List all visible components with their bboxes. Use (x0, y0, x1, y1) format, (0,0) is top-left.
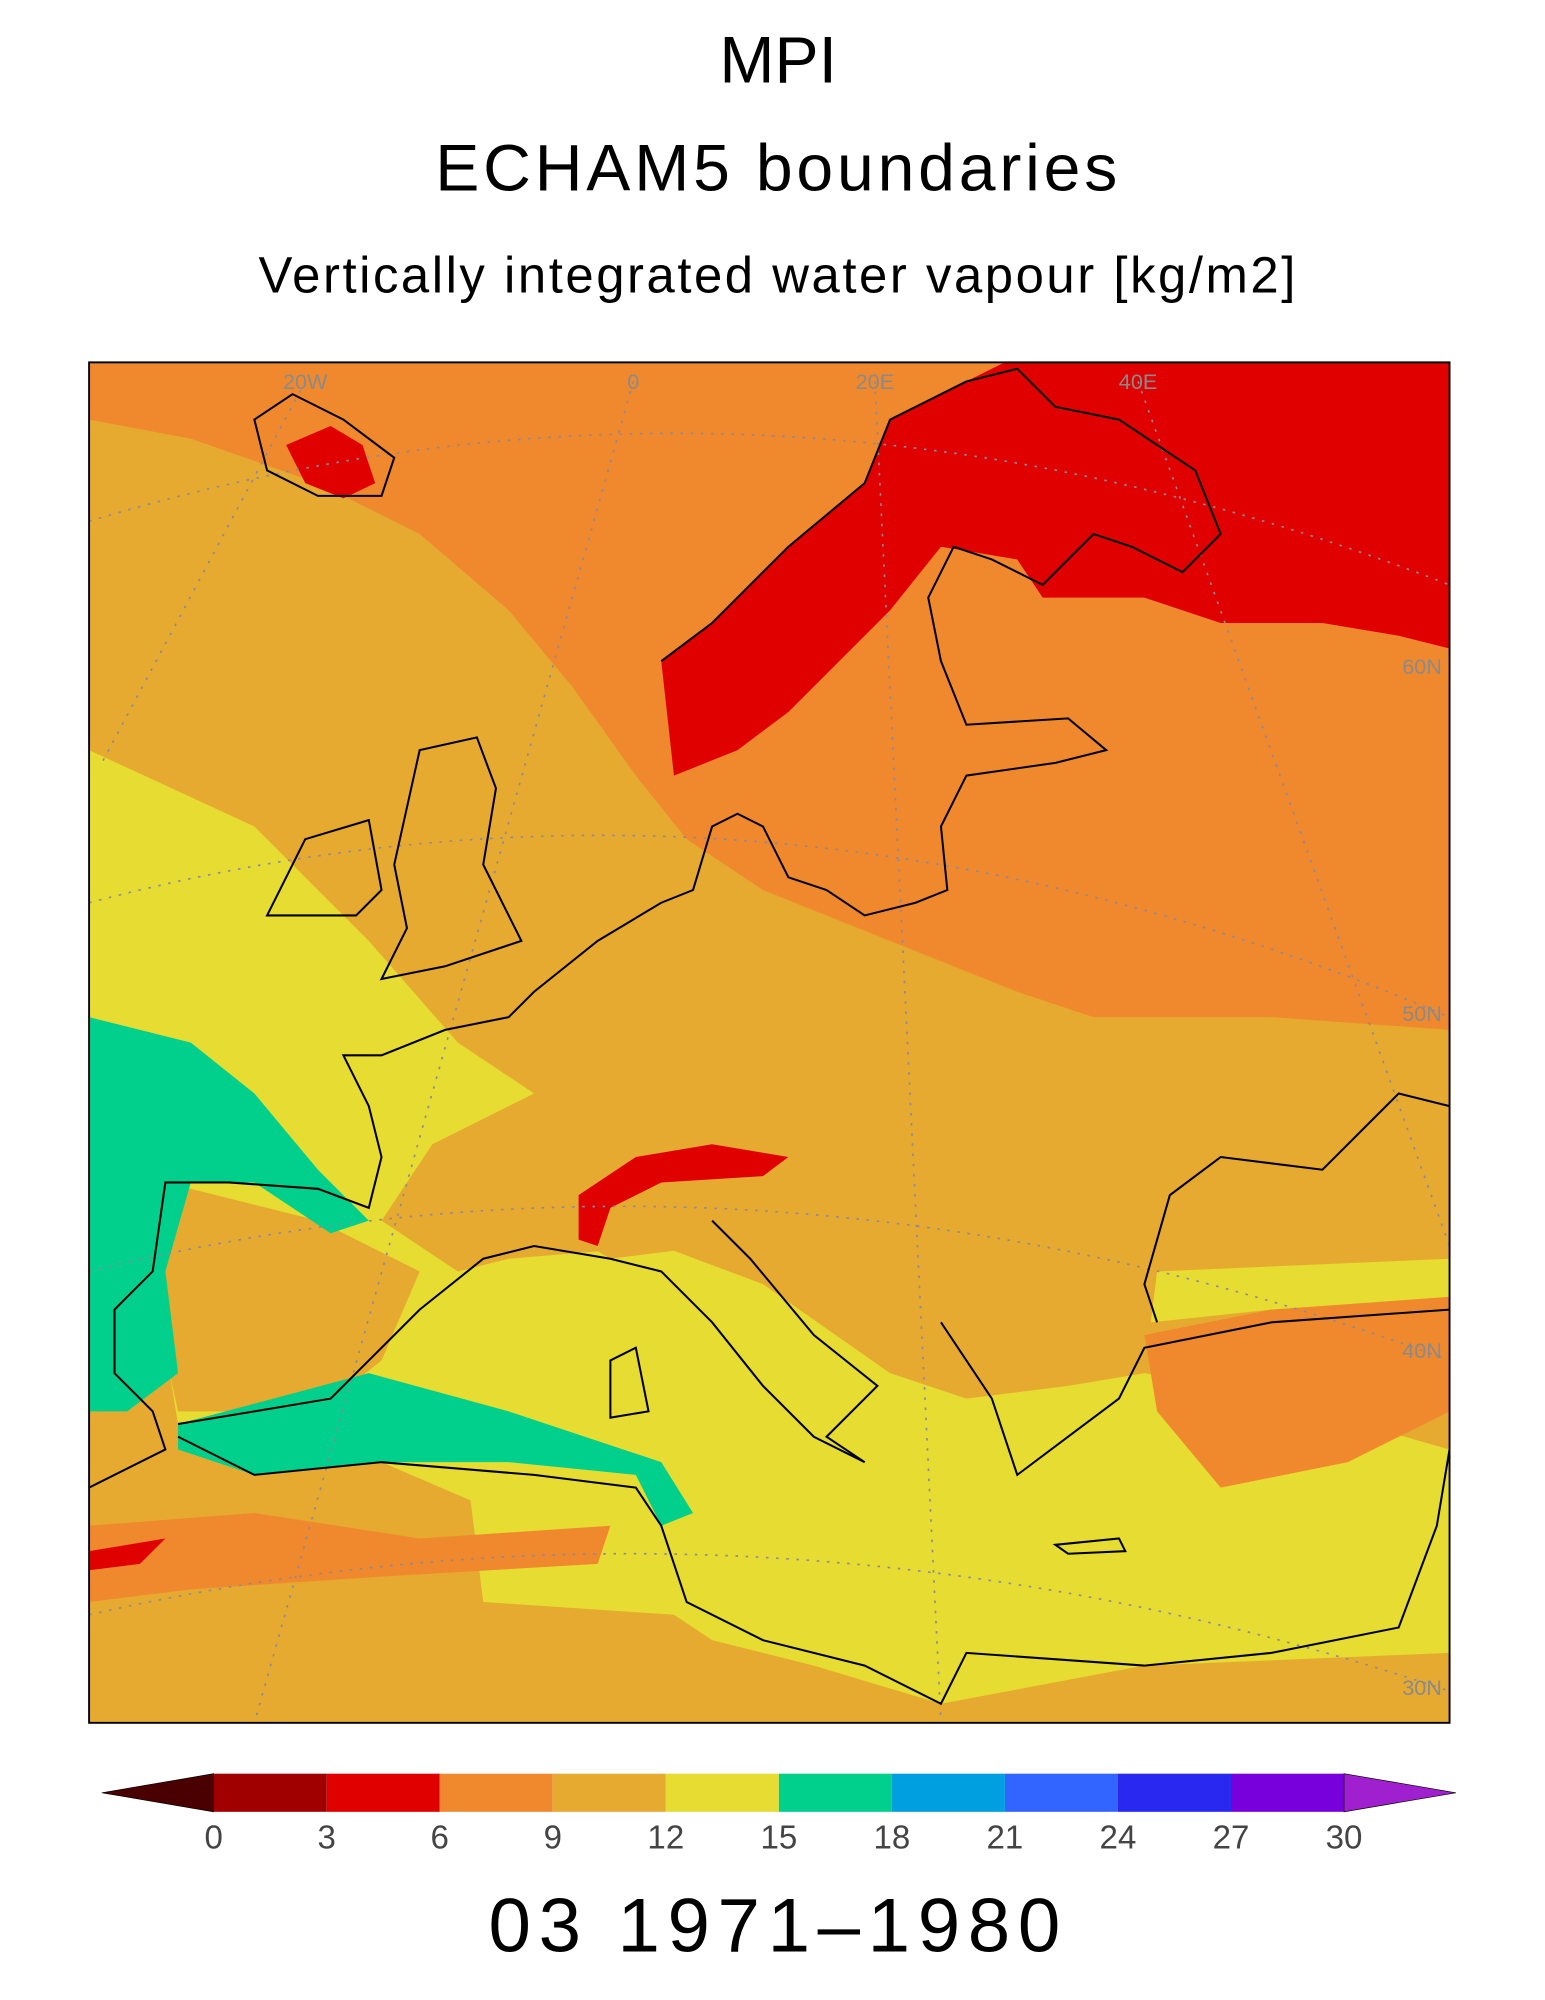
field-3-6 (286, 425, 376, 499)
field-12-15 (1150, 1258, 1450, 1323)
field-6-9 (89, 1513, 611, 1603)
colorbar-box (1117, 1773, 1231, 1812)
field-3-6 (89, 1538, 166, 1571)
lon-grid (874, 381, 942, 1723)
colorbar-tick-label: 27 (1213, 1820, 1250, 1857)
field-15-18 (89, 1017, 369, 1412)
lat-label: 60N (1402, 654, 1442, 679)
lon-label: 40E (1119, 369, 1157, 394)
field-3-6 (578, 1144, 789, 1247)
coastline (1143, 1092, 1450, 1323)
lat-label: 50N (1402, 1001, 1442, 1026)
variable-label: Vertically integrated water vapour [kg/m… (259, 246, 1298, 303)
field-9-12 (534, 1106, 992, 1297)
colorbar-tick-label: 21 (987, 1820, 1024, 1857)
geo-labels: 20W 0 20E 40E 60N 50N 40N 30N (283, 369, 1442, 1700)
lon-grid (1137, 381, 1450, 1247)
coastline (609, 1346, 650, 1419)
colorbar-box (439, 1773, 553, 1812)
lat-label: 30N (1402, 1675, 1442, 1700)
colorbar-box (1230, 1773, 1345, 1812)
map-field (89, 362, 1450, 1723)
coastline (89, 367, 1222, 1489)
field-15-18 (178, 1373, 694, 1526)
colorbar-tick-label: 0 (204, 1820, 222, 1857)
colorbar-tick-label: 24 (1100, 1820, 1137, 1857)
coastline (177, 1435, 1450, 1706)
colorbar-tick-label: 9 (544, 1820, 562, 1857)
lon-grid (253, 381, 635, 1723)
title: MPI (719, 24, 837, 98)
coastline (177, 1219, 879, 1464)
lon-label: 0 (627, 369, 639, 394)
colorbar-box (778, 1773, 892, 1812)
field-9-12 (152, 1182, 420, 1412)
colorbar-tick-label: 18 (874, 1820, 911, 1857)
colorbar: 0 3 6 9 12 15 18 21 24 27 30 (101, 1773, 1456, 1857)
colorbar-tick-label: 15 (760, 1820, 797, 1857)
coastline (940, 1308, 1450, 1477)
lat-grid (89, 1552, 1450, 1692)
lat-grid (89, 1205, 1450, 1362)
map-frame (88, 361, 1451, 1724)
coastline (379, 736, 523, 981)
colorbar-box (1004, 1773, 1118, 1812)
lat-grid (89, 834, 1450, 1018)
coastline (1052, 1537, 1127, 1555)
coastline (253, 392, 396, 497)
lat-label: 40N (1402, 1338, 1442, 1363)
colorbar-tick-label: 6 (431, 1820, 449, 1857)
lon-label: 20W (283, 369, 328, 394)
lon-label: 20E (856, 369, 894, 394)
colorbar-tick-label: 12 (647, 1820, 684, 1857)
colorbar-box (213, 1773, 327, 1812)
colorbar-box (552, 1773, 666, 1812)
coastline (265, 818, 383, 917)
colorbar-under (101, 1773, 215, 1813)
colorbar-box (665, 1773, 779, 1812)
colorbar-over (1343, 1773, 1456, 1813)
colorbar-box (891, 1773, 1005, 1812)
period-label: 03 1971–1980 (489, 1884, 1068, 1969)
lon-grid (101, 381, 306, 764)
colorbar-box (326, 1773, 440, 1812)
colorbar-tick-label: 3 (318, 1820, 336, 1857)
field-6-9 (1144, 1296, 1450, 1488)
colorbar-tick-label: 30 (1326, 1820, 1363, 1857)
subtitle: ECHAM5 boundaries (435, 132, 1121, 206)
field-3-6 (661, 362, 1450, 776)
